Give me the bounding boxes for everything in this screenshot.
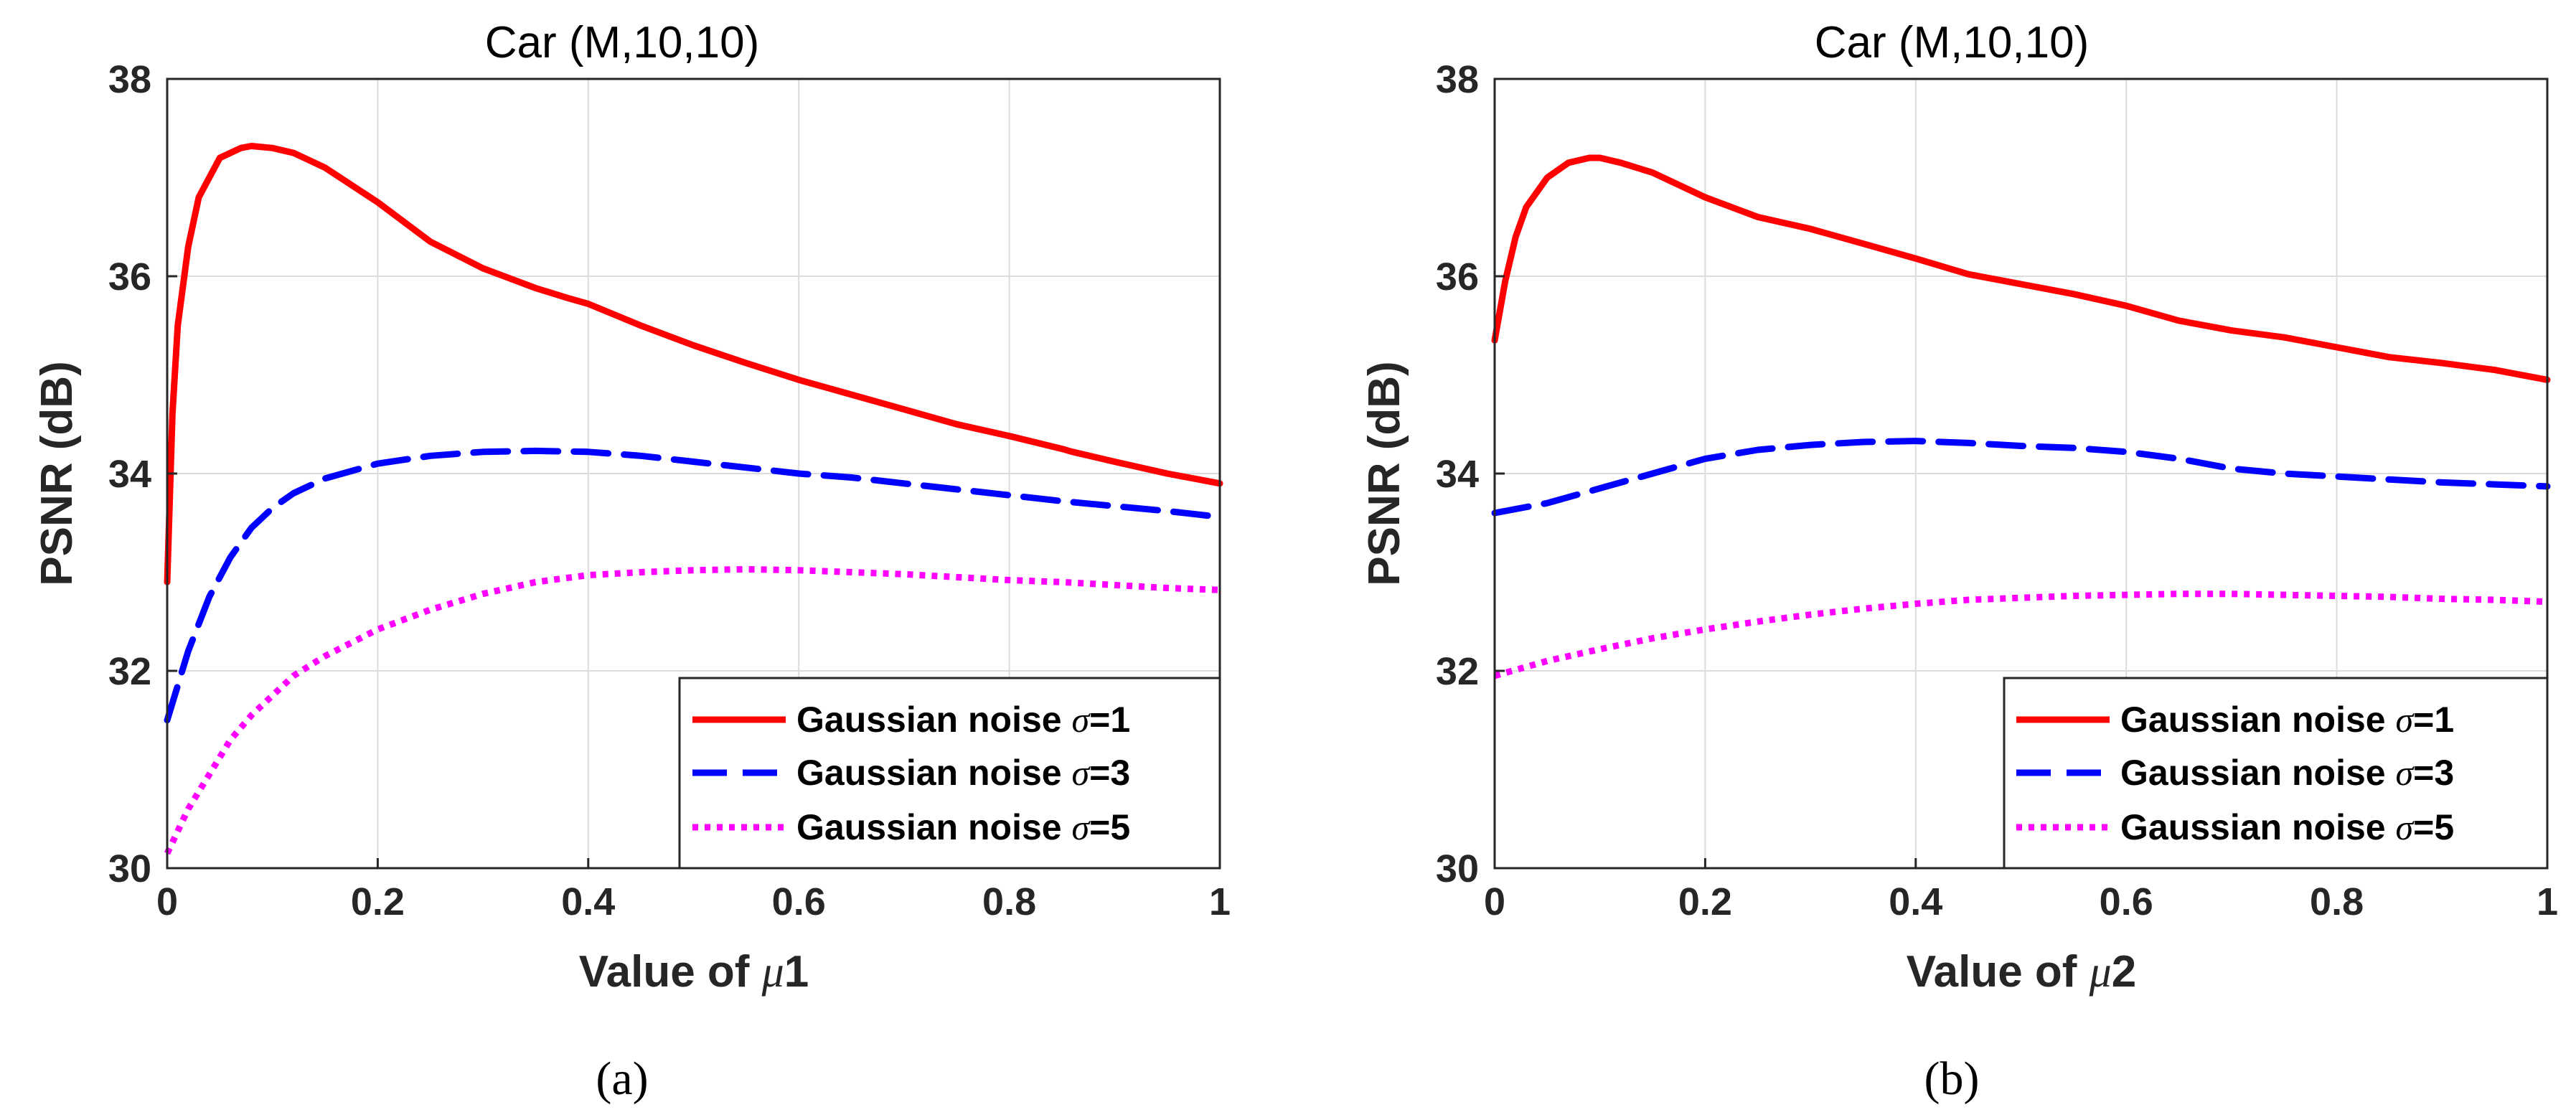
chart-a-xtick-label: 0.6 [772,880,826,923]
chart-b-xtick-label: 0 [1484,880,1505,923]
chart-a-ytick-label: 34 [108,453,151,496]
chart-a-series-line-sigma5 [164,565,1221,855]
chart-b-ytick-label: 36 [1436,255,1479,298]
chart-b-legend-label-3: Gaussian noise σ=5 [2120,807,2454,847]
chart-b-title: Car (M,10,10) [1815,18,2089,67]
chart-b-series-line-sigma5 [1493,590,2548,679]
chart-a-xtick-label: 0.8 [982,880,1036,923]
chart-a-ytick-label: 36 [108,255,151,298]
chart-a-xtick-label: 0.4 [561,880,615,923]
chart-a-xtick-label: 0 [156,880,178,923]
chart-a-legend-label-2: Gaussian noise σ=3 [796,753,1130,793]
chart-a-xtick-label: 1 [1209,880,1231,923]
chart-a-ytick-label: 38 [108,58,151,101]
panel-b: Car (M,10,10) 0 0.2 0.4 0.6 0.8 1 3032343638 … [1360,18,2558,1105]
chart-b-yticks: 30 32 34 36 38 [1436,58,1505,890]
chart-a-legend: Gaussian noise σ=1 Gaussian noise σ=3 Ga… [678,677,1221,870]
chart-a-title: Car (M,10,10) [485,18,759,67]
chart-b-ytick-label: 30 [1436,847,1479,890]
chart-b-xlabel: Value of μ2 [1907,947,2137,997]
chart-a-ylabel: PSNR (dB) [32,361,82,585]
chart-a-legend-label-3: Gaussian noise σ=5 [796,807,1130,847]
chart-a-series-line-sigma1 [164,143,1223,585]
chart-a-series-line-sigma3 [164,447,1223,724]
chart-b-xticks: 0 0.2 0.4 0.6 0.8 1 [1484,858,2558,923]
chart-a-xticks: 0 0.2 0.4 0.6 0.8 1 [156,858,1231,923]
chart-b-ytick-label: 38 [1436,58,1479,101]
chart-a-xtick-label: 0.2 [351,880,405,923]
chart-a-ytick-label: 32 [108,650,151,693]
chart-b-xtick-label: 1 [2537,880,2558,923]
chart-b-xtick-label: 0.2 [1678,880,1732,923]
chart-a-legend-label-1: Gaussian noise σ=1 [796,700,1130,740]
chart-b-ylabel: PSNR (dB) [1360,361,1409,585]
chart-b-ytick-label: 34 [1436,453,1479,496]
chart-b-legend: Gaussian noise σ=1 Gaussian noise σ=3 Ga… [2003,677,2549,870]
panel-a: Car (M,10,10) 0 0.2 0.4 0.6 0.8 1 3032343638 … [32,18,1231,1105]
chart-a-series-layer [164,143,1223,855]
chart-b-ytick-label: 32 [1436,650,1479,693]
chart-b-xtick-label: 0.4 [1889,880,1942,923]
caption-a: (a) [596,1053,648,1105]
chart-a-xlabel: Value of μ1 [579,947,809,997]
chart-b-series-line-sigma1 [1491,154,2551,383]
chart-a-ytick-label: 30 [108,847,151,890]
chart-b-series-line-sigma3 [1491,438,2551,517]
caption-b: (b) [1924,1053,1980,1105]
chart-a-yticks: 30 32 34 36 38 [108,58,177,890]
chart-b-legend-label-2: Gaussian noise σ=3 [2120,753,2454,793]
chart-b-series-layer [1491,154,2551,679]
chart-b-xtick-label: 0.6 [2100,880,2153,923]
chart-b-legend-label-1: Gaussian noise σ=1 [2120,700,2454,740]
chart-b-xtick-label: 0.8 [2310,880,2364,923]
